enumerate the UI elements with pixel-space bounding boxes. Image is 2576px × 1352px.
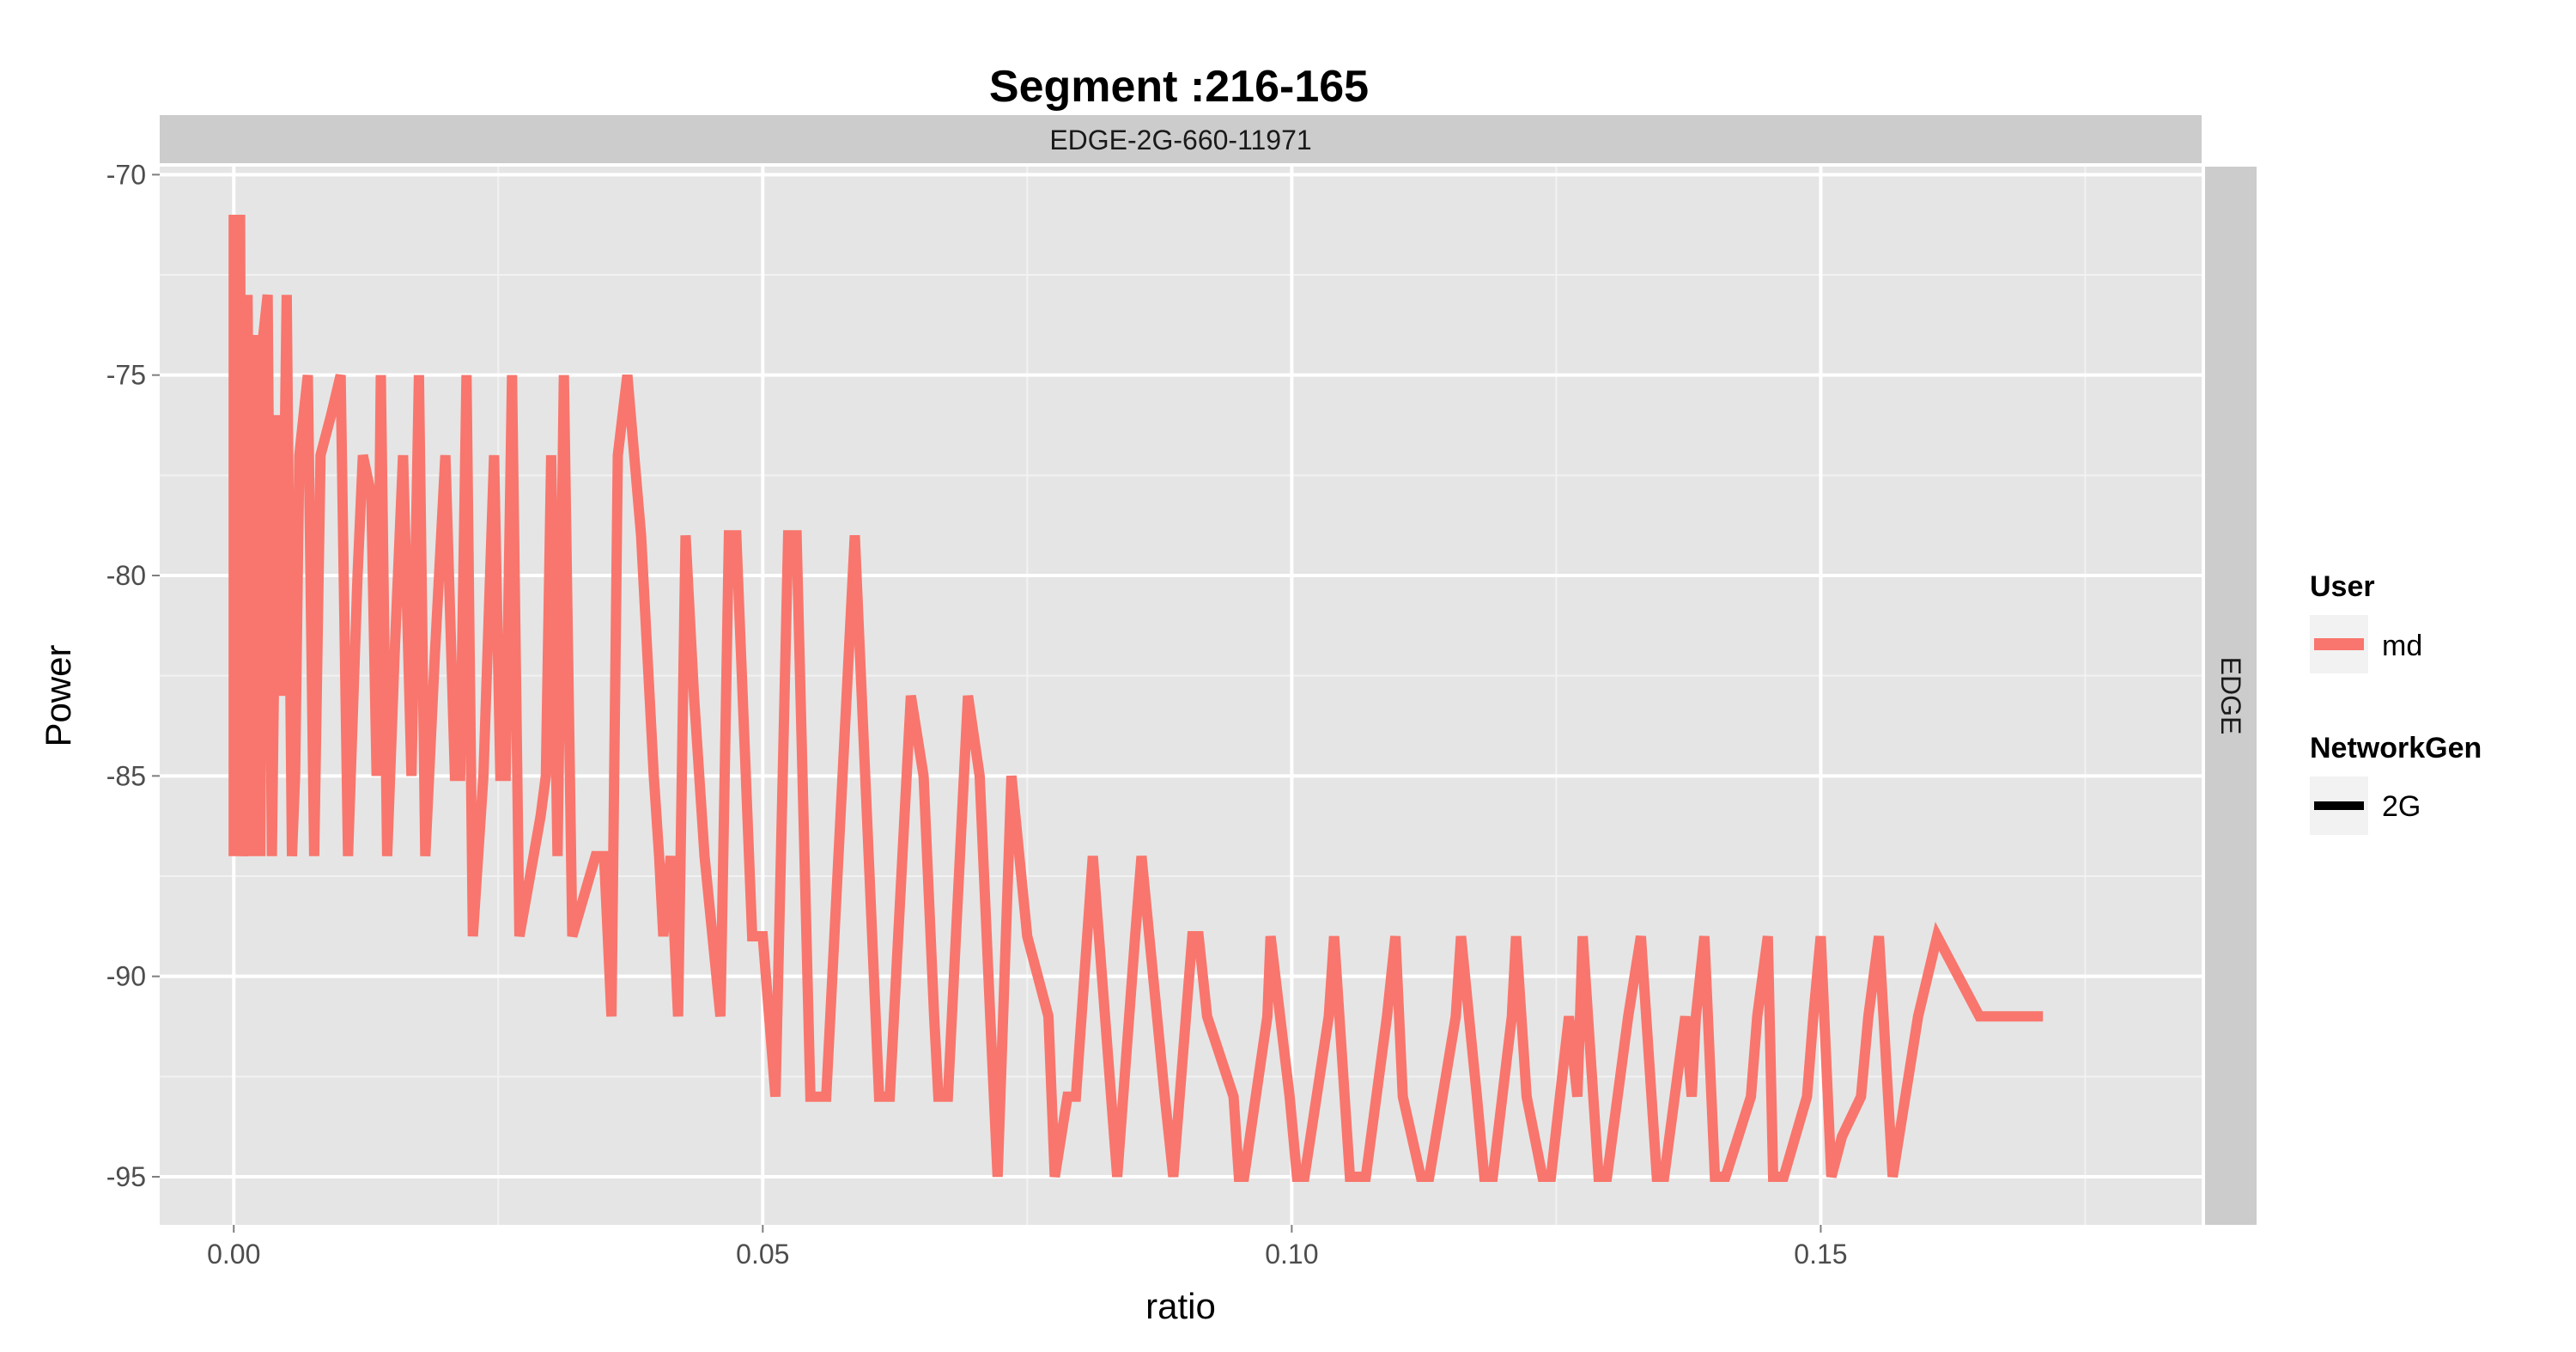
y-tick-label: -80 xyxy=(106,560,146,591)
legend-title-networkgen: NetworkGen xyxy=(2310,732,2482,764)
y-tick-label: -70 xyxy=(106,159,146,190)
legend: User md NetworkGen 2G xyxy=(2310,570,2482,835)
series-layer xyxy=(228,214,2044,1182)
x-axis: 0.00 0.05 0.10 0.15 xyxy=(207,1225,1848,1270)
x-tick-label: 0.00 xyxy=(207,1239,260,1270)
grid-minor xyxy=(160,167,2202,1225)
y-tick-label: -90 xyxy=(106,961,146,992)
grid-major xyxy=(160,167,2202,1225)
x-tick-label: 0.10 xyxy=(1265,1239,1318,1270)
x-axis-title: ratio xyxy=(1145,1286,1216,1326)
y-axis: -70 -75 -80 -85 -90 -95 xyxy=(106,159,160,1192)
y-axis-title: Power xyxy=(38,644,78,746)
facet-strip-top-label: EDGE-2G-660-11971 xyxy=(1049,125,1311,155)
chart-title: Segment :216-165 xyxy=(989,62,1369,112)
x-tick-label: 0.15 xyxy=(1794,1239,1847,1270)
y-tick-label: -85 xyxy=(106,760,146,791)
y-tick-label: -75 xyxy=(106,360,146,391)
y-tick-label: -95 xyxy=(106,1161,146,1192)
facet-strip-right xyxy=(2205,167,2257,1225)
x-tick-label: 0.05 xyxy=(736,1239,789,1270)
legend-label-md: md xyxy=(2382,630,2422,662)
facet-strip-top xyxy=(160,115,2202,163)
legend-label-2g: 2G xyxy=(2382,790,2421,823)
series-line-md xyxy=(228,214,2044,1182)
legend-title-user: User xyxy=(2310,570,2375,603)
facet-strip-right-label: EDGE xyxy=(2215,657,2246,735)
